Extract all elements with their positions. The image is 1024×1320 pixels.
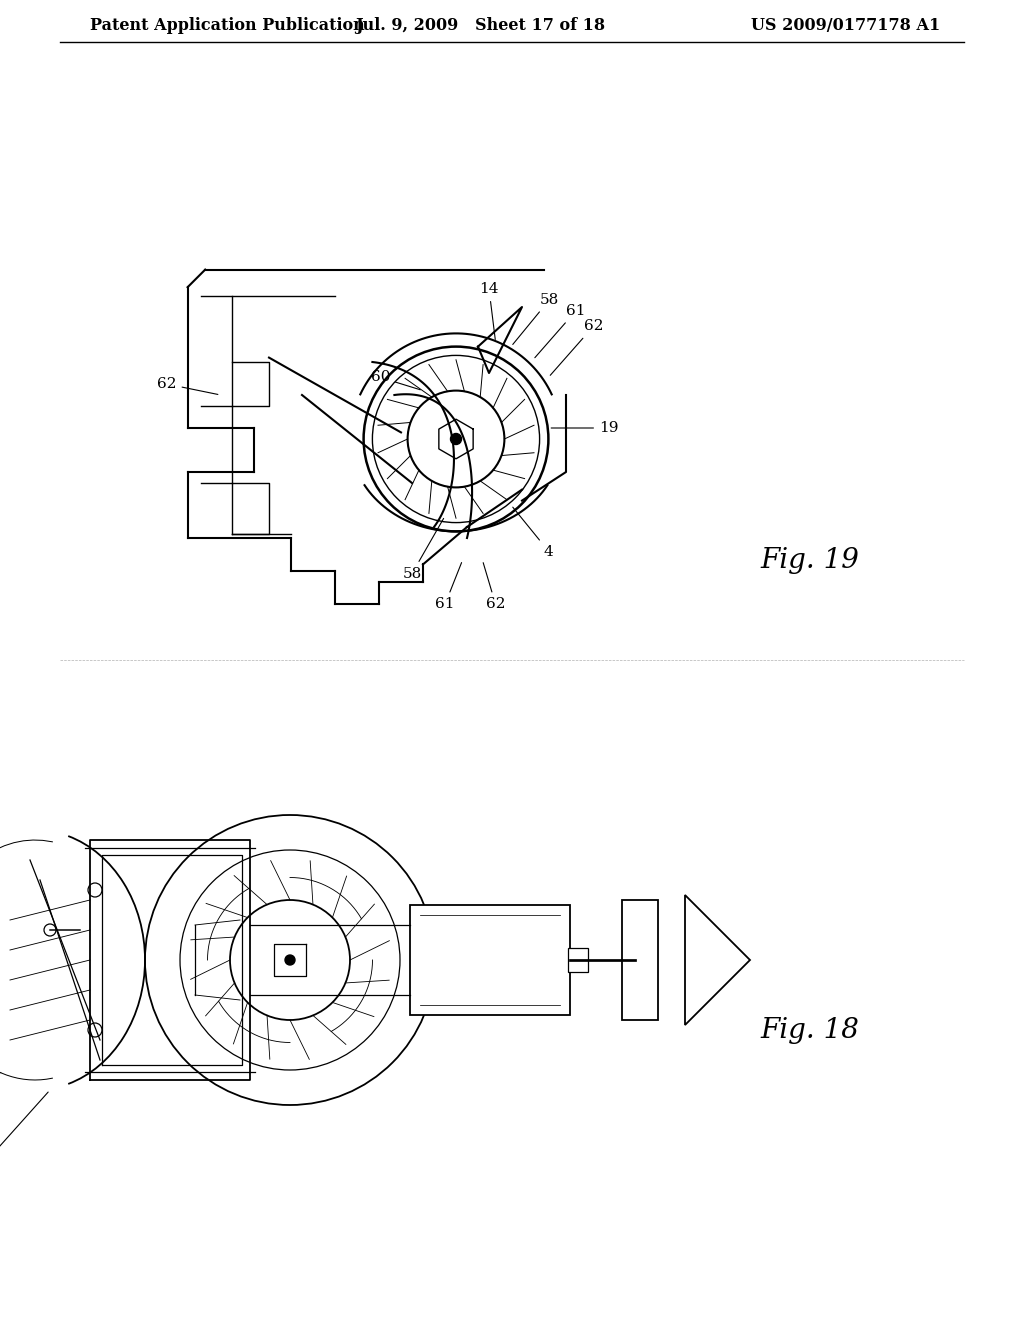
- Circle shape: [285, 954, 295, 965]
- Text: Patent Application Publication: Patent Application Publication: [90, 16, 365, 33]
- Bar: [622, 900, 658, 1020]
- Text: Jul. 9, 2009   Sheet 17 of 18: Jul. 9, 2009 Sheet 17 of 18: [355, 16, 605, 33]
- Text: 58: 58: [513, 293, 559, 345]
- Text: 61: 61: [435, 562, 462, 611]
- Text: 61: 61: [535, 304, 586, 358]
- Text: Fig. 18: Fig. 18: [760, 1016, 859, 1044]
- Text: 4: 4: [513, 507, 554, 558]
- Bar: [410, 906, 570, 1015]
- Text: 62: 62: [483, 562, 506, 611]
- Text: 14: 14: [479, 282, 499, 339]
- Text: 62: 62: [550, 319, 603, 375]
- Text: 60: 60: [371, 371, 420, 389]
- Text: 58: 58: [402, 519, 443, 581]
- Text: US 2009/0177178 A1: US 2009/0177178 A1: [751, 16, 940, 33]
- Text: 19: 19: [551, 421, 618, 436]
- Text: Fig. 19: Fig. 19: [760, 546, 859, 573]
- Text: 62: 62: [157, 378, 218, 395]
- Circle shape: [451, 433, 462, 445]
- Bar: [568, 948, 588, 972]
